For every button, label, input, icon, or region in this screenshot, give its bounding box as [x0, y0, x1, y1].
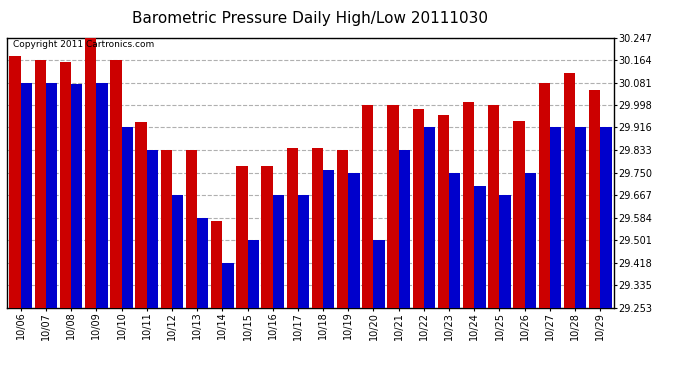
Bar	[97, 82, 108, 308]
Bar	[248, 240, 259, 308]
Bar	[135, 122, 147, 308]
Bar	[34, 60, 46, 308]
Text: Barometric Pressure Daily High/Low 20111030: Barometric Pressure Daily High/Low 20111…	[132, 11, 489, 26]
Bar	[262, 166, 273, 308]
Bar	[362, 105, 373, 308]
Bar	[186, 150, 197, 308]
Bar	[222, 262, 234, 308]
Bar	[348, 172, 359, 308]
Bar	[437, 116, 449, 308]
Bar	[172, 195, 184, 308]
Bar	[286, 148, 298, 308]
Bar	[147, 150, 158, 308]
Bar	[110, 60, 121, 308]
Bar	[564, 74, 575, 308]
Bar	[550, 128, 561, 308]
Bar	[538, 82, 550, 308]
Bar	[399, 150, 410, 308]
Text: Copyright 2011 Cartronics.com: Copyright 2011 Cartronics.com	[13, 40, 155, 49]
Bar	[46, 82, 57, 308]
Bar	[21, 82, 32, 308]
Bar	[161, 150, 172, 308]
Bar	[449, 172, 460, 308]
Bar	[85, 38, 97, 308]
Bar	[323, 170, 335, 308]
Bar	[236, 166, 248, 308]
Bar	[373, 240, 385, 308]
Bar	[500, 195, 511, 308]
Bar	[387, 105, 399, 308]
Bar	[463, 102, 474, 308]
Bar	[298, 195, 309, 308]
Bar	[524, 172, 536, 308]
Bar	[424, 128, 435, 308]
Bar	[474, 186, 486, 308]
Bar	[273, 195, 284, 308]
Bar	[121, 128, 133, 308]
Bar	[513, 121, 524, 308]
Bar	[211, 221, 222, 308]
Bar	[337, 150, 348, 308]
Bar	[60, 63, 71, 308]
Bar	[312, 148, 323, 308]
Bar	[589, 90, 600, 308]
Bar	[575, 128, 586, 308]
Bar	[600, 128, 611, 308]
Bar	[71, 84, 83, 308]
Bar	[413, 109, 424, 307]
Bar	[10, 56, 21, 308]
Bar	[197, 217, 208, 308]
Bar	[488, 105, 500, 308]
